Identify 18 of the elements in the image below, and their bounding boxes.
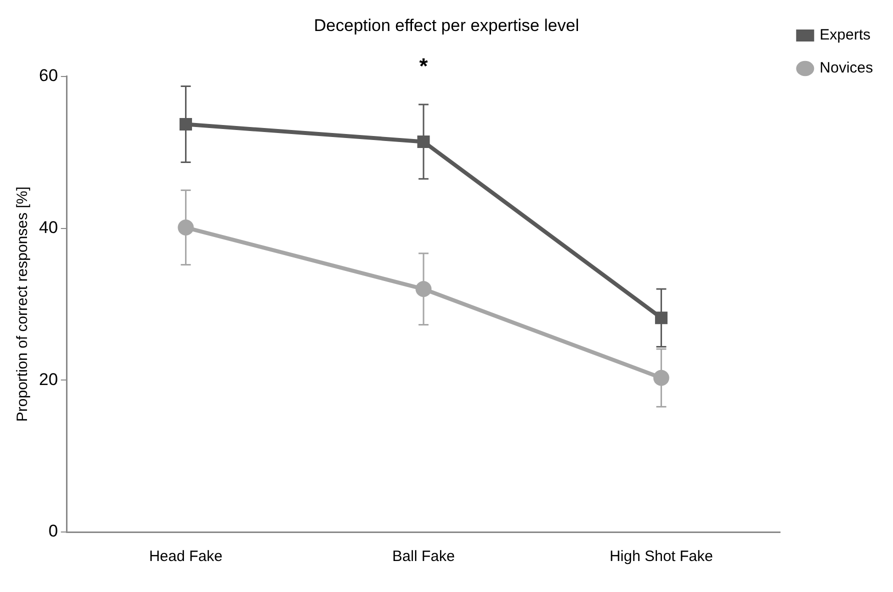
point [655,312,668,324]
y-tick-label: 40 [38,218,58,237]
y-axis-title: Proportion of correct responses [%] [14,186,32,422]
annotation: * [419,53,428,78]
point [653,370,670,386]
y-tick-label: 20 [38,370,58,389]
y-tick-label: 0 [48,522,58,541]
y-tick-label: 60 [38,66,58,86]
chart-title: Deception effect per expertise level [314,16,580,35]
point [417,135,430,148]
x-tick-label: Head Fake [149,548,222,566]
point [180,118,192,130]
point [178,220,194,236]
x-tick-label: Ball Fake [392,548,455,566]
legend-label: Experts [820,26,871,44]
point [416,281,432,298]
x-tick-label: High Shot Fake [610,548,713,566]
legend-label: Novices [820,60,874,77]
